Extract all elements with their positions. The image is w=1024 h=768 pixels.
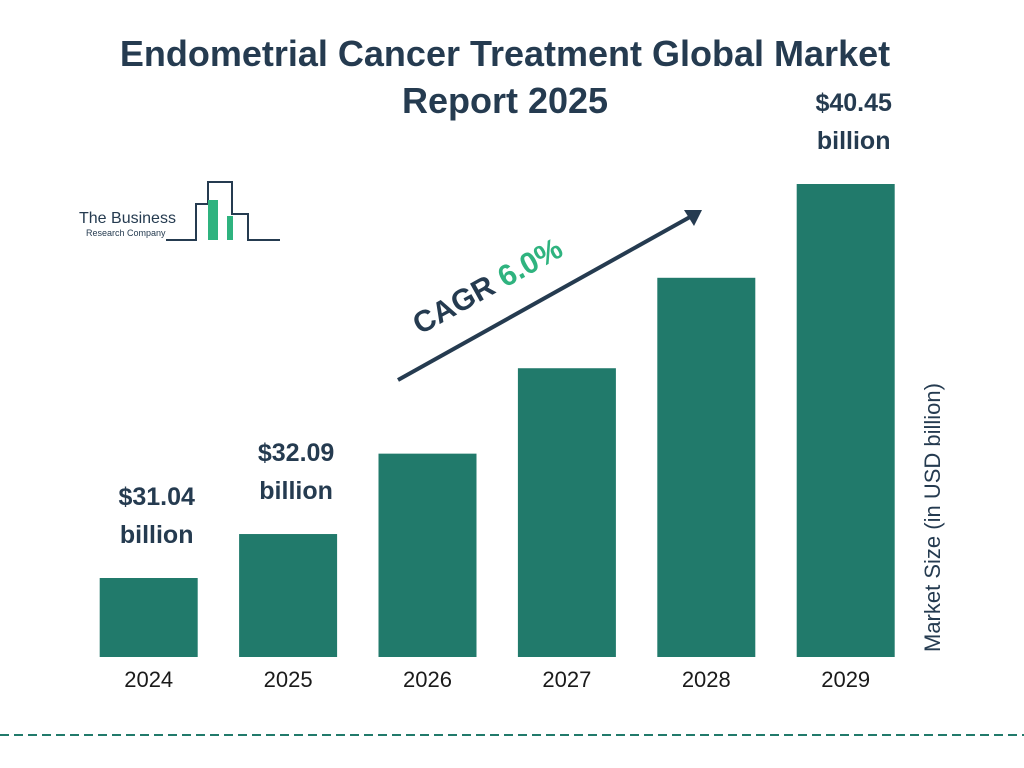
logo-text: Research Company (86, 228, 166, 238)
logo-bar (208, 200, 218, 240)
cagr-value: 6.0% (492, 232, 568, 294)
arrow-line (397, 215, 691, 382)
y-axis-label: Market Size (in USD billion) (920, 383, 945, 652)
value-label: $40.45 billion (815, 89, 892, 155)
bar (517, 368, 616, 657)
bar (99, 578, 198, 657)
logo-outline (166, 181, 280, 241)
cagr-arrow: CAGR 6.0% (397, 210, 702, 382)
x-tick-label: 2025 (264, 667, 313, 692)
logo: The Business Research Company (79, 181, 280, 241)
bar (239, 534, 338, 657)
chart-title: Endometrial Cancer Treatment Global Mark… (119, 33, 891, 121)
arrow-head (684, 210, 702, 226)
bar (378, 453, 477, 657)
logo-text: The Business (79, 210, 176, 227)
x-tick-label: 2028 (682, 667, 731, 692)
x-tick-label: 2027 (542, 667, 591, 692)
x-tick-label: 2026 (403, 667, 452, 692)
logo-bar (227, 216, 233, 240)
value-label: $31.04 billion (118, 483, 195, 549)
x-tick-label: 2024 (124, 667, 173, 692)
value-label: $32.09 billion (257, 439, 335, 506)
bar (796, 184, 895, 657)
x-tick-label: 2029 (821, 667, 870, 692)
bar (657, 277, 756, 657)
